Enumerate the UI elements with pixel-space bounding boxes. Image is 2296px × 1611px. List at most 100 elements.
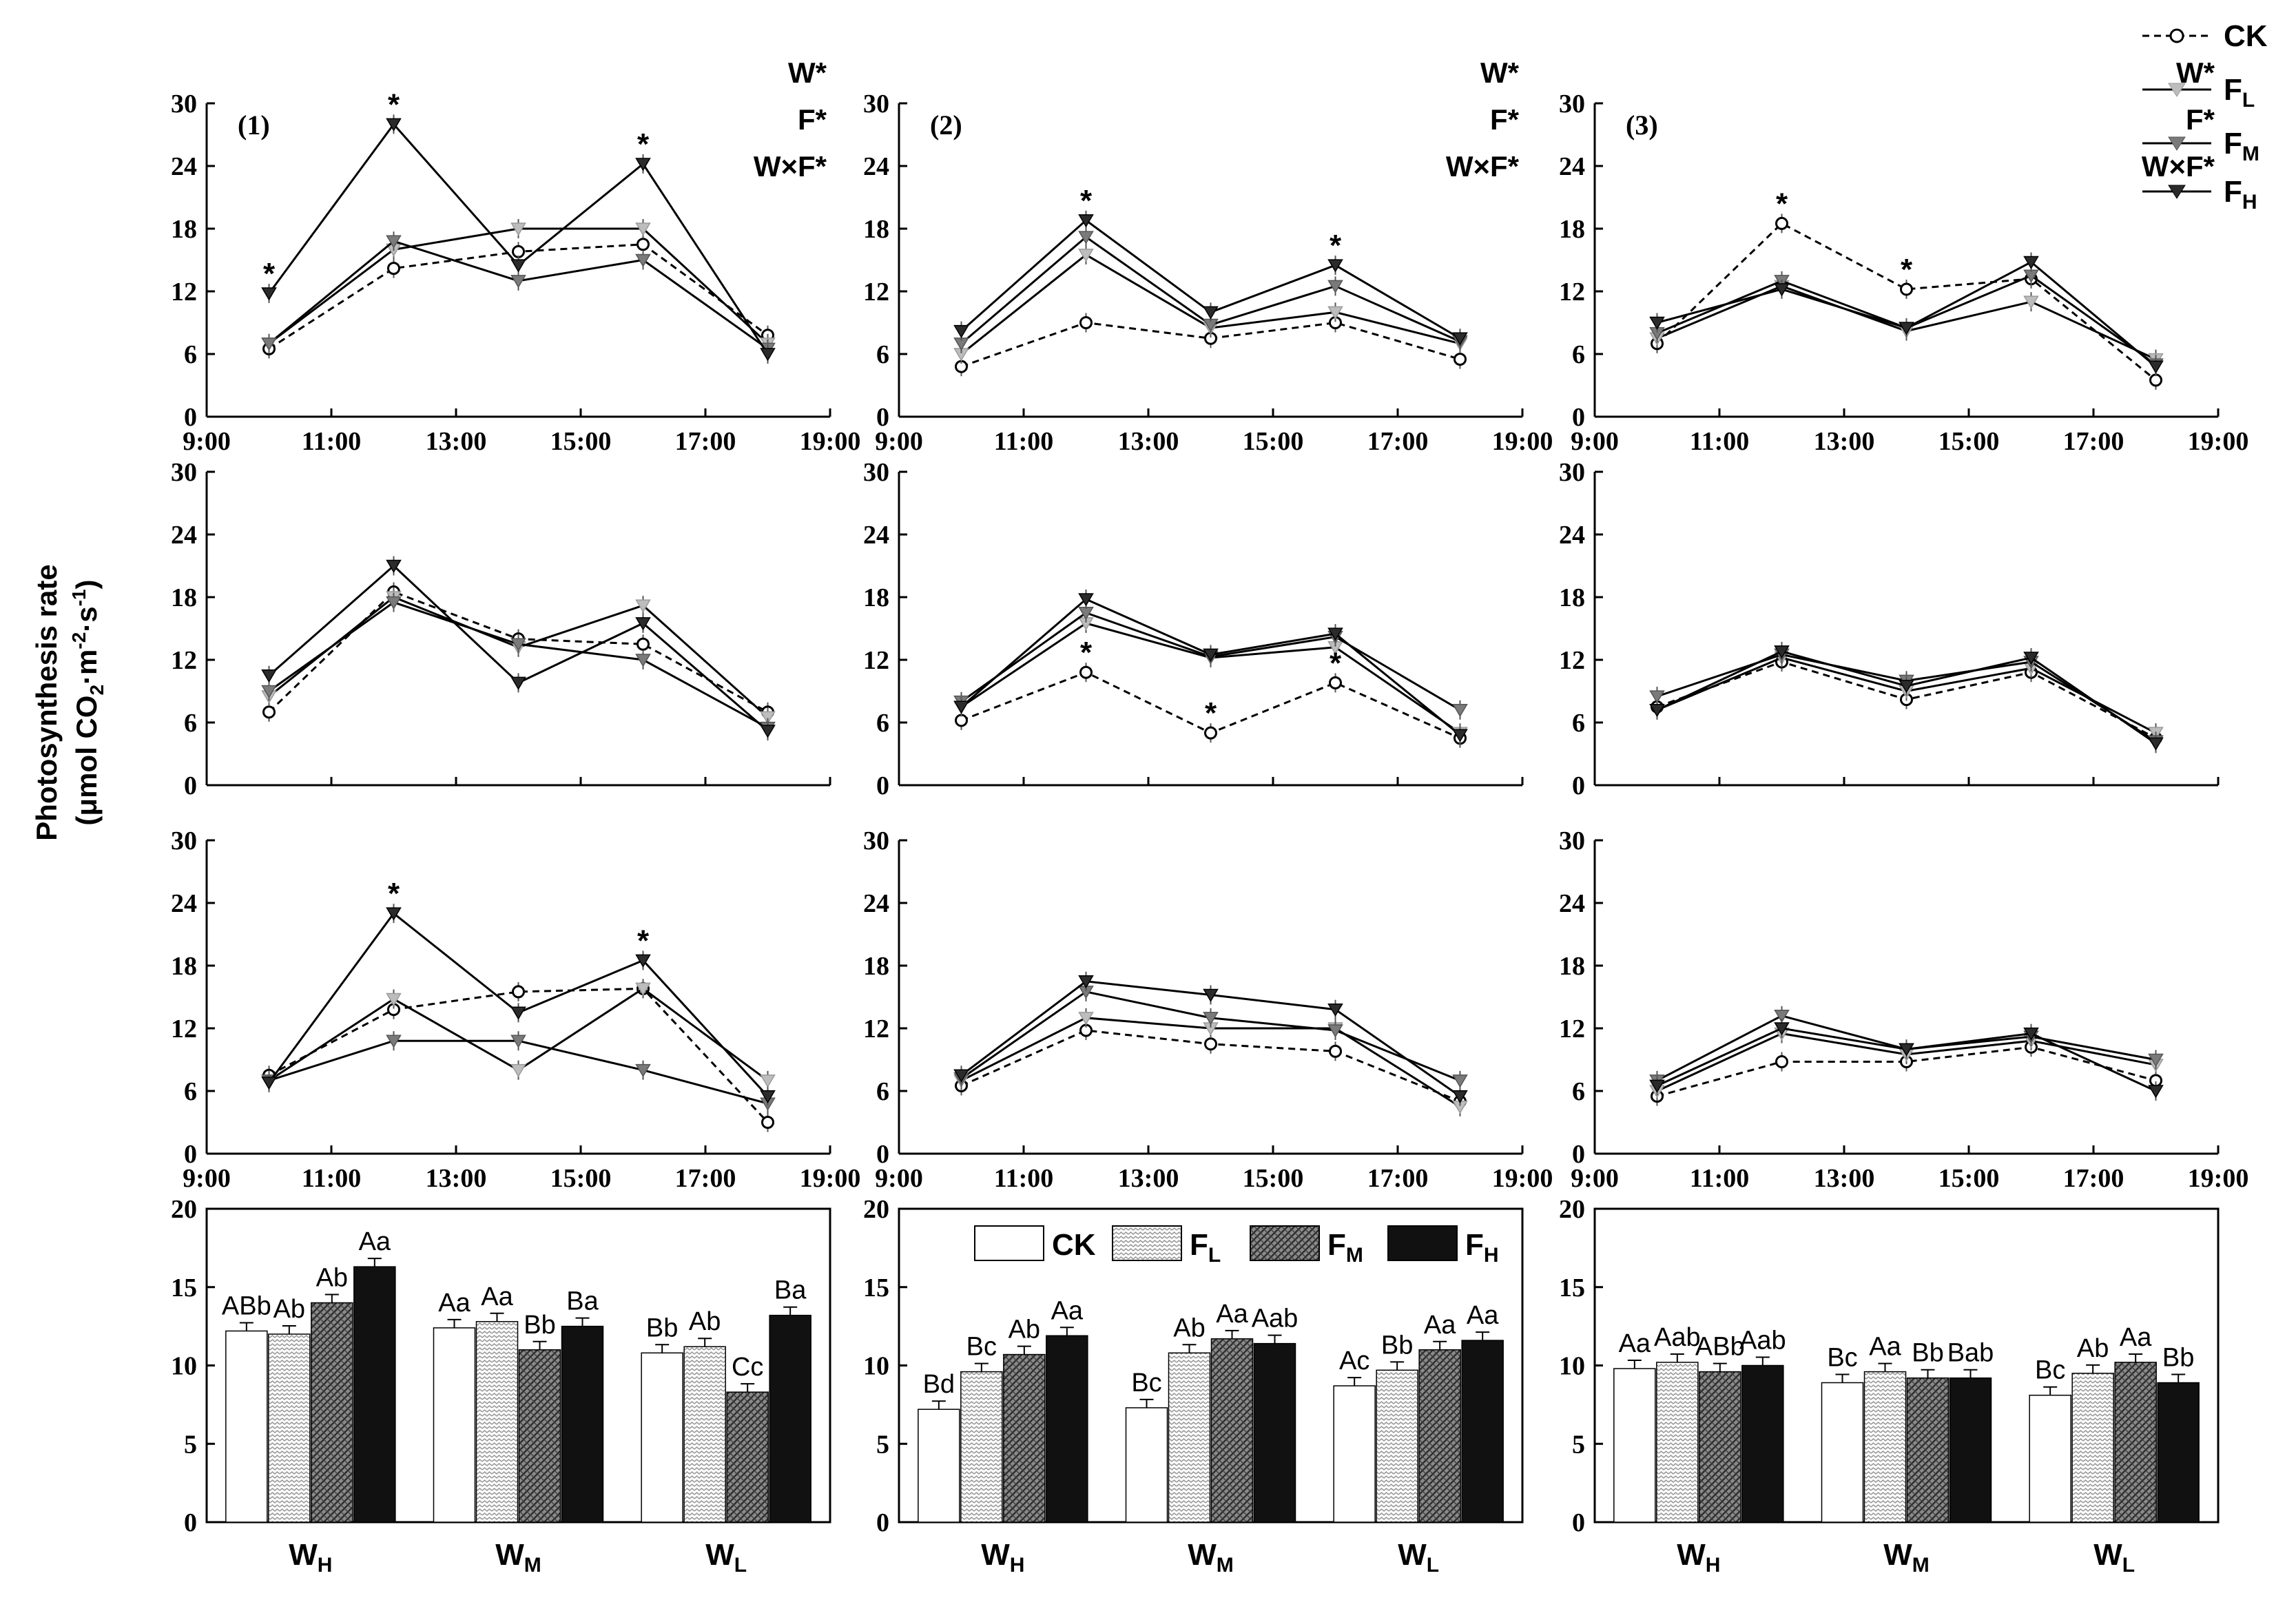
y-tick-label: 30 bbox=[171, 827, 197, 855]
x-category-label: WM bbox=[1188, 1538, 1234, 1577]
y-tick-label: 0 bbox=[184, 403, 197, 432]
x-tick-label: 9:00 bbox=[183, 1164, 231, 1193]
y-tick-label: 18 bbox=[1559, 583, 1585, 612]
data-point-fh bbox=[510, 1006, 526, 1020]
y-tick-label: 24 bbox=[863, 889, 889, 918]
bar-letter-label: Aab bbox=[1252, 1305, 1299, 1333]
y-tick-label: 6 bbox=[184, 1077, 197, 1106]
anova-label: F* bbox=[798, 103, 827, 136]
chart-panel-6: 0 6 12 18 24 30 9:00 11:00 13:00 15:00 17:00 19:00 *… bbox=[171, 827, 860, 1193]
bar-fh bbox=[1741, 1364, 1784, 1523]
data-point-fm bbox=[261, 337, 277, 351]
bar-letter-label: ABb bbox=[1695, 1333, 1745, 1362]
bar-fm bbox=[1003, 1353, 1046, 1523]
data-point-fl bbox=[635, 982, 651, 996]
y-tick-label: 15 bbox=[1559, 1274, 1585, 1302]
y-tick-label: 12 bbox=[1559, 278, 1585, 306]
chart-panel-5: 0 6 12 18 24 30 bbox=[1559, 458, 2220, 800]
data-point-fh bbox=[1774, 283, 1790, 297]
y-axis-label-s: ·s bbox=[70, 606, 103, 632]
bar-legend-swatch-fl bbox=[1112, 1225, 1182, 1261]
x-tick-label: 11:00 bbox=[302, 1164, 362, 1193]
data-point-fh bbox=[760, 1090, 776, 1104]
chart-panel-3: 0 6 12 18 24 30 bbox=[171, 458, 831, 800]
data-point-fh bbox=[261, 1077, 277, 1090]
y-tick-label: 0 bbox=[876, 403, 889, 432]
significance-marker: * bbox=[637, 924, 650, 957]
x-tick-label: 11:00 bbox=[994, 1164, 1054, 1193]
series-line-ck bbox=[1657, 1046, 2156, 1098]
x-tick-label: 9:00 bbox=[1571, 427, 1619, 456]
bar-legend-label-ck: CK bbox=[1052, 1228, 1096, 1262]
data-point-fl bbox=[635, 599, 651, 613]
bar-ck bbox=[433, 1327, 476, 1523]
legend-sub-fh: H bbox=[2242, 191, 2257, 214]
data-point-fh bbox=[760, 725, 776, 738]
y-tick-label: 6 bbox=[1572, 340, 1585, 369]
data-point-fm bbox=[1078, 231, 1094, 245]
data-point-fh bbox=[1327, 627, 1343, 641]
bar-letter-label: Ab bbox=[1009, 1316, 1040, 1344]
data-point-fh bbox=[386, 559, 402, 573]
data-point-fm bbox=[635, 1063, 651, 1078]
data-point-fl bbox=[1078, 1012, 1094, 1026]
bar-letter-label: Ab bbox=[689, 1307, 721, 1336]
bar-ck bbox=[918, 1409, 960, 1523]
x-tick-label: 9:00 bbox=[1571, 1164, 1619, 1193]
bar-letter-label: Bd bbox=[923, 1370, 955, 1399]
x-tick-label: 19:00 bbox=[800, 427, 861, 456]
bar-ck bbox=[1125, 1407, 1168, 1523]
bar-fm bbox=[1418, 1349, 1461, 1523]
bar-letter-label: Ab bbox=[273, 1295, 305, 1324]
y-tick-label: 15 bbox=[171, 1274, 197, 1302]
data-point-fh bbox=[635, 954, 651, 968]
data-point-ck bbox=[761, 1116, 774, 1129]
bar-fm bbox=[2114, 1362, 2157, 1523]
data-point-fm bbox=[1649, 690, 1665, 704]
data-point-fh bbox=[1774, 1022, 1790, 1036]
y-tick-label: 30 bbox=[171, 90, 197, 118]
anova-label: W* bbox=[788, 56, 827, 89]
y-axis-label-line1: Photosynthesis rate bbox=[30, 564, 63, 840]
y-tick-label: 0 bbox=[184, 1508, 197, 1537]
bar-legend-label-fh: FH bbox=[1465, 1228, 1499, 1267]
data-point-fm bbox=[1327, 280, 1343, 293]
y-tick-label: 0 bbox=[1572, 771, 1585, 800]
y-tick-label: 18 bbox=[171, 583, 197, 612]
data-point-fh bbox=[1327, 1003, 1343, 1017]
y-tick-label: 6 bbox=[184, 709, 197, 738]
bar-fh bbox=[1253, 1342, 1296, 1523]
data-point-ck bbox=[512, 985, 525, 999]
bar-letter-label: Aa bbox=[438, 1289, 470, 1318]
y-axis-label-line2: (μmol CO2·m-2·s-1) bbox=[68, 579, 107, 825]
y-tick-label: 12 bbox=[863, 1015, 889, 1043]
x-tick-label: 9:00 bbox=[875, 1164, 923, 1193]
data-point-fm bbox=[635, 253, 651, 267]
y-tick-label: 6 bbox=[876, 709, 889, 738]
bar-letter-label: Bab bbox=[1947, 1339, 1994, 1368]
x-tick-label: 11:00 bbox=[1690, 427, 1750, 456]
bar-fm bbox=[1210, 1338, 1254, 1523]
data-point-fl bbox=[1327, 306, 1343, 320]
significance-marker: * bbox=[1205, 696, 1217, 730]
x-tick-label: 9:00 bbox=[183, 427, 231, 456]
data-point-fh bbox=[2023, 1027, 2039, 1041]
data-point-fl bbox=[635, 222, 651, 236]
y-tick-label: 20 bbox=[171, 1195, 197, 1224]
bar-ck bbox=[225, 1330, 268, 1523]
bar-letter-label: Aa bbox=[1467, 1301, 1499, 1330]
data-point-fh bbox=[1649, 704, 1665, 718]
y-tick-label: 18 bbox=[1559, 215, 1585, 244]
bar-legend-swatch-fh bbox=[1387, 1225, 1458, 1261]
y-tick-label: 6 bbox=[1572, 709, 1585, 738]
bar-letter-label: Aa bbox=[481, 1282, 513, 1311]
data-point-fm bbox=[386, 596, 402, 610]
y-tick-label: 6 bbox=[1572, 1077, 1585, 1106]
data-point-fm bbox=[1774, 1010, 1790, 1023]
y-tick-label: 10 bbox=[171, 1352, 197, 1381]
data-point-fm bbox=[510, 275, 526, 289]
x-tick-label: 17:00 bbox=[1367, 427, 1429, 456]
x-tick-label: 9:00 bbox=[875, 427, 923, 456]
bar-fh bbox=[1461, 1340, 1504, 1523]
